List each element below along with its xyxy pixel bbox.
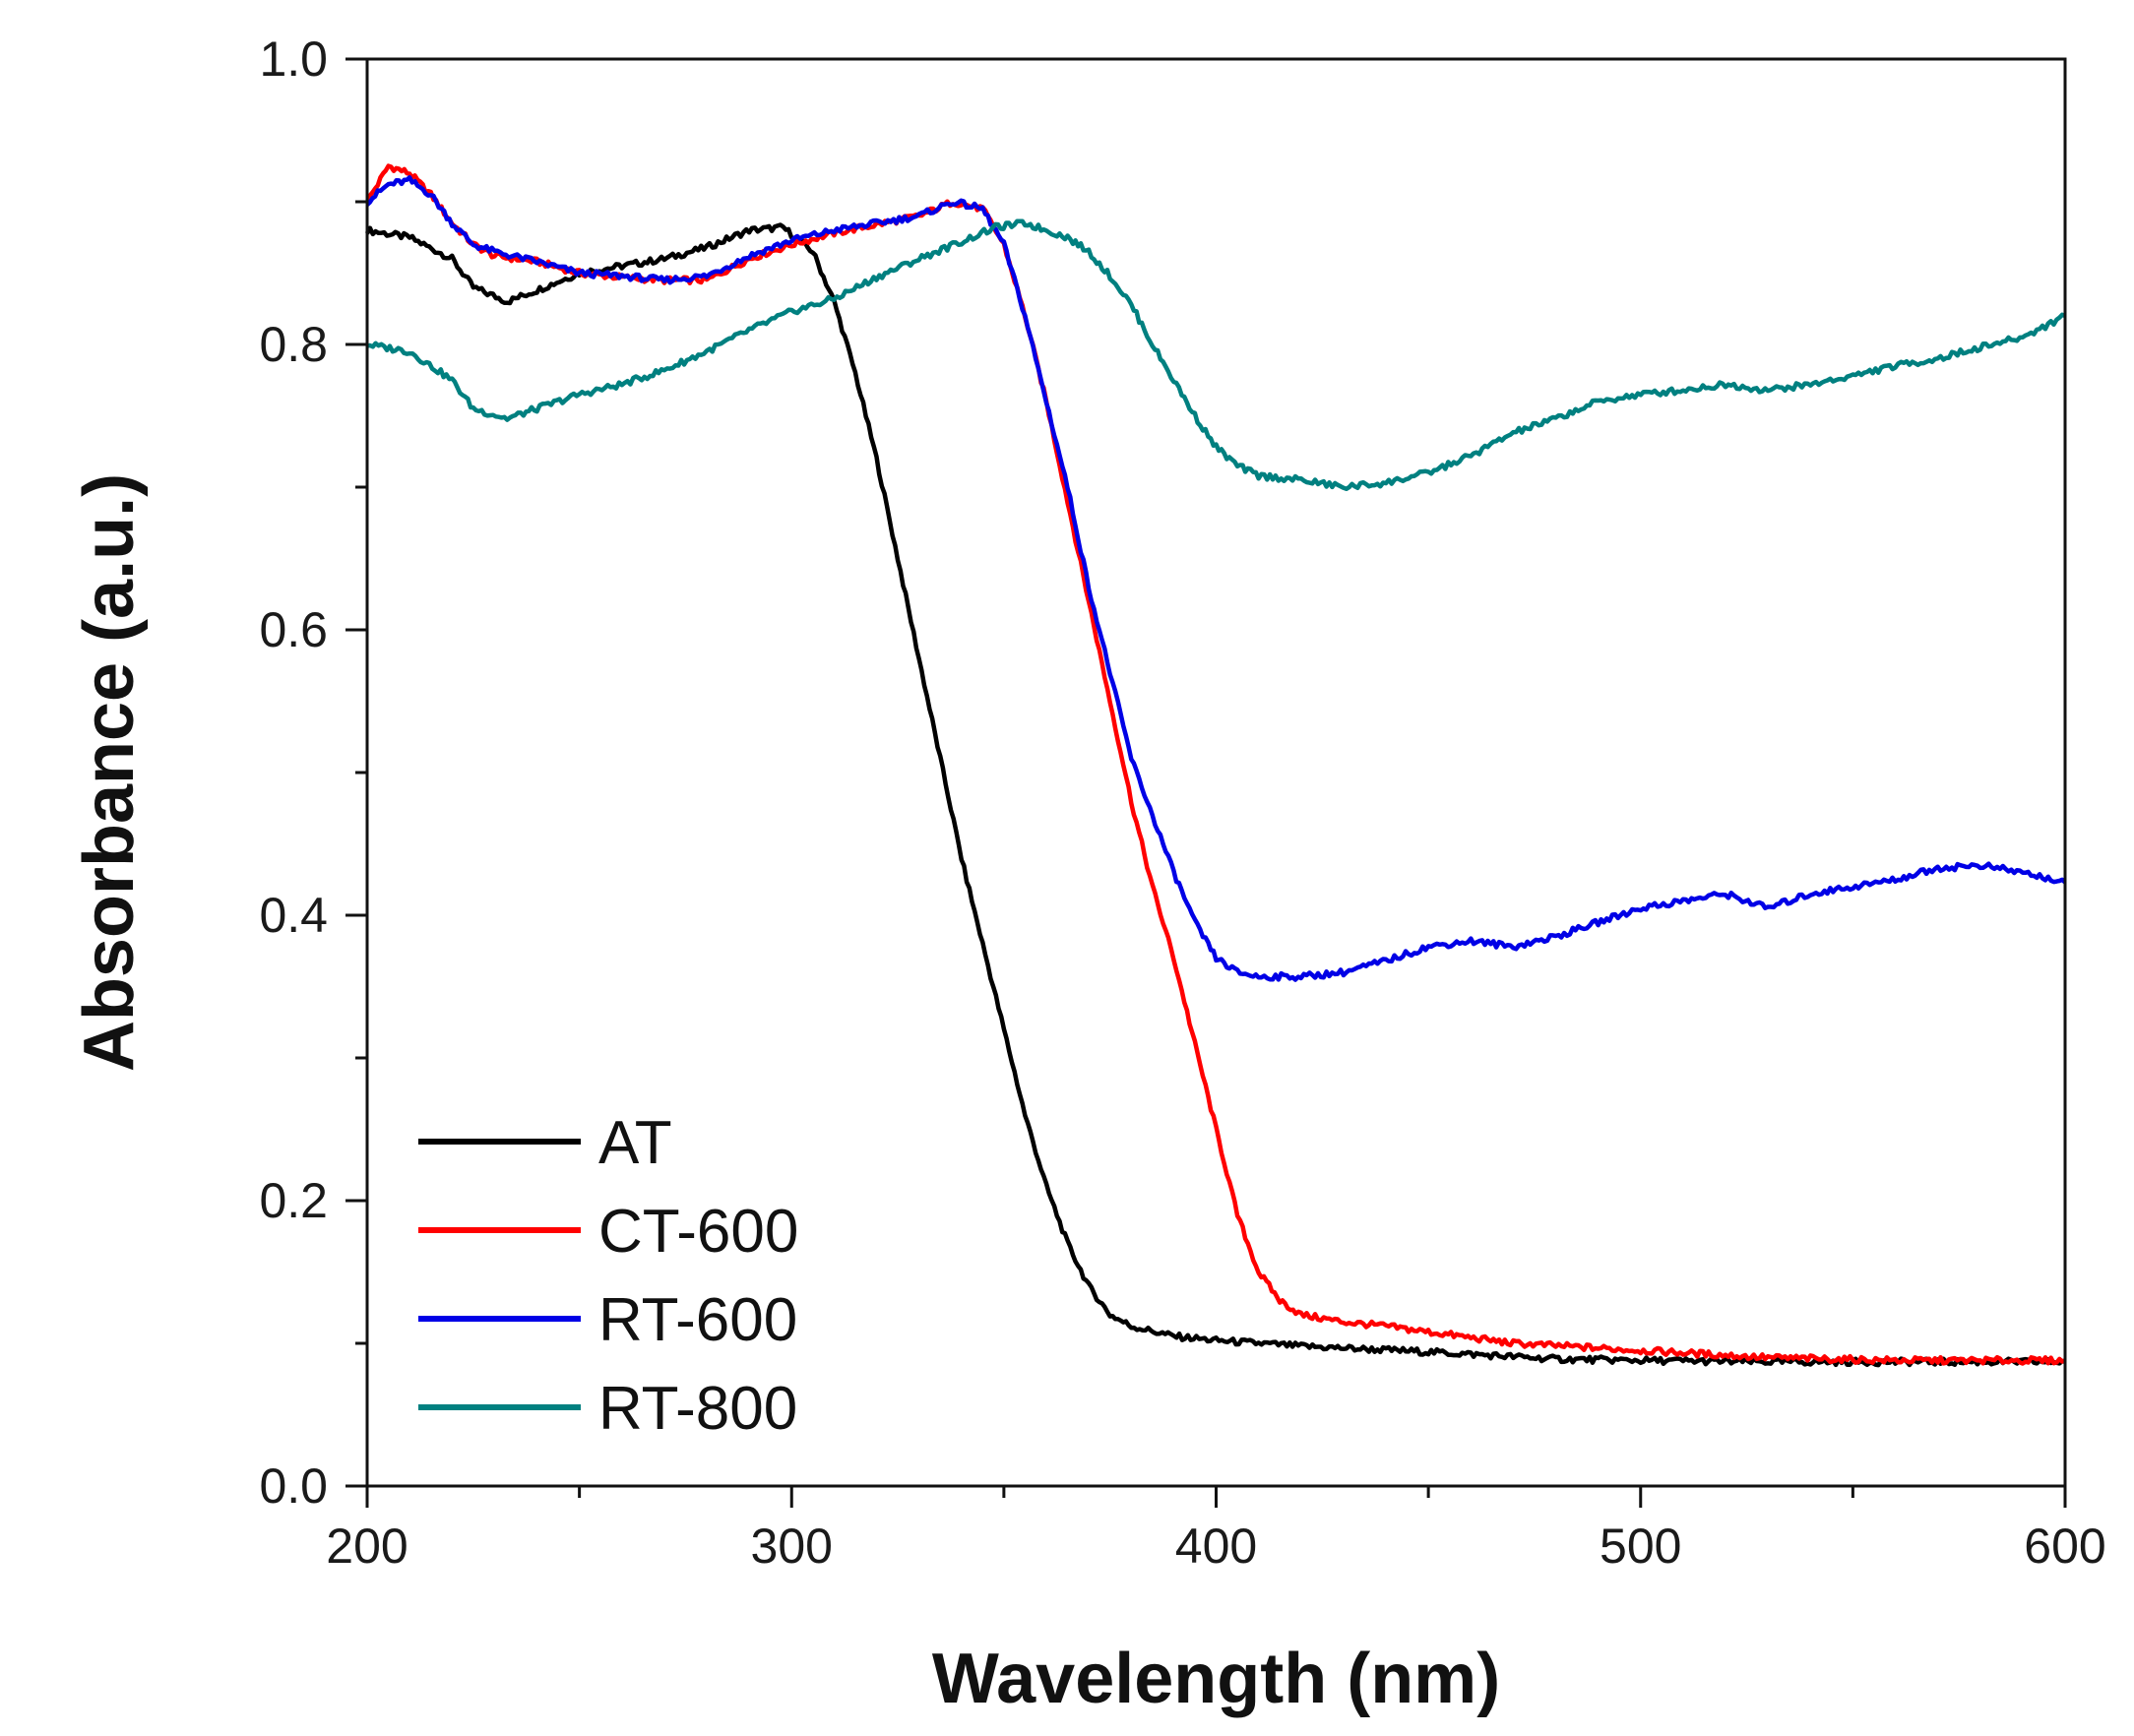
y-tick-label: 0.2 xyxy=(259,1173,328,1228)
y-tick-label: 0.6 xyxy=(259,602,328,657)
x-axis-title: Wavelength (nm) xyxy=(932,1640,1500,1718)
x-tick-label: 400 xyxy=(1175,1519,1257,1574)
y-tick-label: 1.0 xyxy=(259,31,328,87)
legend: AT CT-600 RT-600 RT-800 xyxy=(418,1109,798,1443)
legend-label: RT-600 xyxy=(598,1286,797,1354)
x-tick-label: 600 xyxy=(2024,1519,2105,1574)
axis-layer: 200 300 400 500 600 0.0 0.2 0.4 0.6 0.8 1.0 xyxy=(259,31,2105,1574)
y-axis-title: Absorbance (a.u.) xyxy=(70,473,149,1072)
y-tick-label: 0.0 xyxy=(259,1458,328,1514)
series-line-at xyxy=(365,222,2066,1368)
x-tick-label: 300 xyxy=(751,1519,833,1574)
series-line-rt-800 xyxy=(366,218,2066,492)
series-layer xyxy=(364,163,2067,1368)
y-tick-label: 0.4 xyxy=(259,888,328,943)
y-tick-label: 0.8 xyxy=(259,317,328,372)
series-line-ct-600 xyxy=(364,163,2066,1366)
series-line-rt-600 xyxy=(365,175,2067,982)
legend-label: CT-600 xyxy=(598,1198,798,1266)
x-tick-label: 200 xyxy=(326,1519,408,1574)
legend-label: AT xyxy=(598,1109,672,1177)
legend-label: RT-800 xyxy=(598,1375,797,1443)
x-tick-label: 500 xyxy=(1600,1519,1681,1574)
